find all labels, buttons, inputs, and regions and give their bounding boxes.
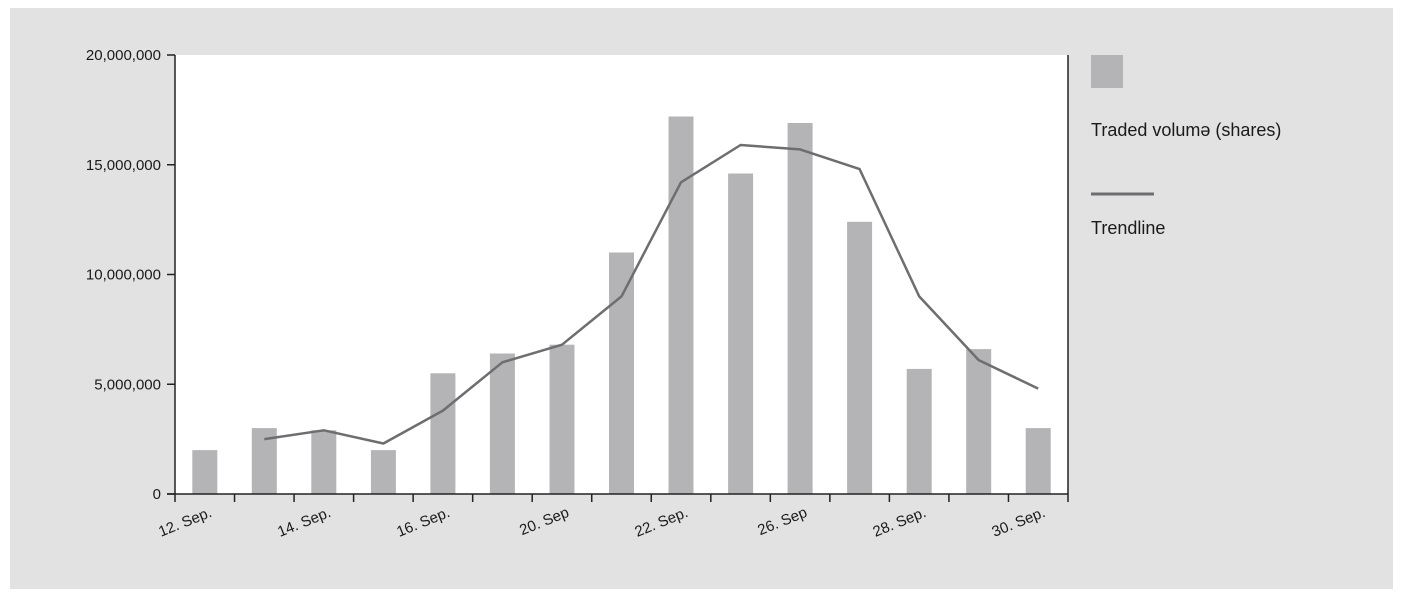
y-tick-label: 5,000,000 — [94, 376, 161, 393]
y-tick-label: 10,000,000 — [86, 267, 161, 284]
bar — [311, 430, 337, 494]
legend-bars-label: Traded volumə (shares) — [1091, 120, 1281, 140]
legend-bar-swatch — [1091, 55, 1123, 88]
x-tick-label: 22. Sep. — [632, 504, 690, 541]
bar — [668, 116, 694, 494]
axes — [167, 54, 1069, 502]
bar — [966, 349, 992, 494]
bar — [728, 173, 754, 494]
bar — [609, 252, 634, 494]
x-tick-label: 14. Sep. — [275, 504, 333, 541]
bar — [370, 450, 396, 494]
x-tick-label: 20. Sep — [517, 504, 571, 539]
y-tick-label: 20,000,000 — [86, 47, 161, 64]
bar — [192, 450, 218, 494]
y-tick-label: 0 — [153, 486, 161, 503]
bar — [1025, 428, 1051, 494]
legend: Traded volumə (shares) Trendline — [1091, 55, 1281, 238]
bar-series — [192, 116, 1051, 495]
bar — [430, 373, 456, 494]
chart-panel: 0 5,000,000 10,000,000 15,000,000 20,000,000… — [10, 8, 1393, 589]
x-tick-label: 16. Sep. — [394, 504, 452, 541]
bar — [549, 344, 575, 494]
y-tick-label: 15,000,000 — [86, 157, 161, 174]
legend-line-label: Trendline — [1091, 218, 1165, 238]
bar — [787, 123, 813, 494]
chart: 0 5,000,000 10,000,000 15,000,000 20,000,000… — [86, 47, 1281, 541]
bar — [847, 221, 873, 495]
bar — [489, 353, 515, 494]
x-tick-label: 12. Sep. — [156, 504, 214, 541]
x-tick-label: 30. Sep. — [990, 504, 1048, 541]
x-tick-label: 28. Sep. — [870, 504, 928, 541]
bar — [906, 368, 932, 494]
trendline-series — [264, 143, 1039, 445]
x-tick-label: 26. Sep — [755, 504, 809, 539]
